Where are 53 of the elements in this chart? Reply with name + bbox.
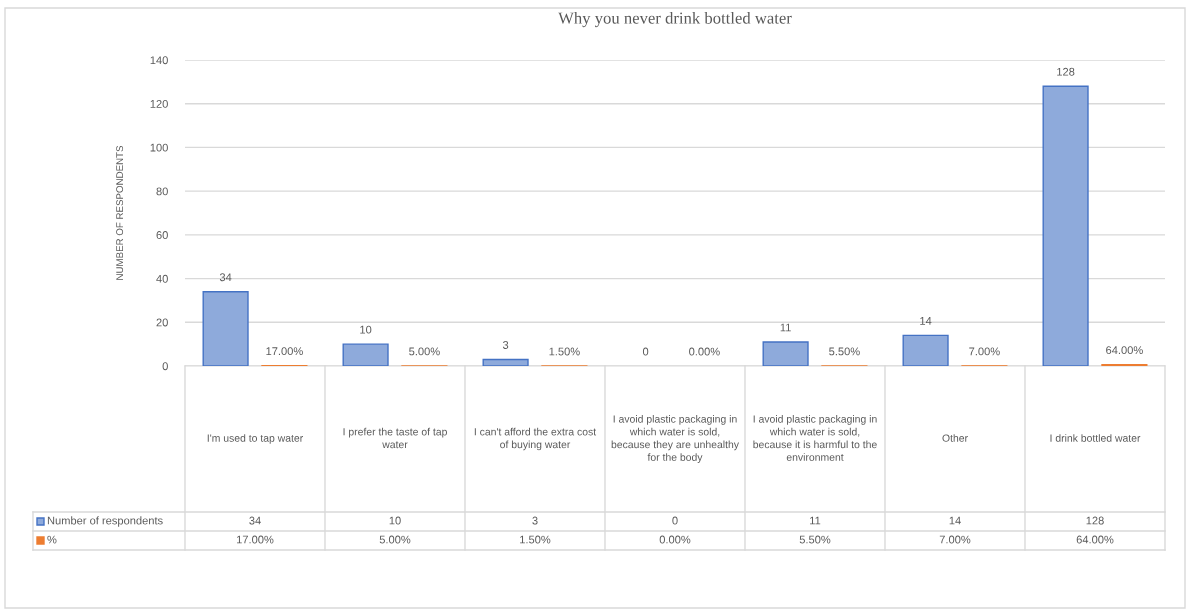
text: 10	[360, 325, 372, 334]
data-label: 17.00%	[237, 535, 274, 544]
y-tick-label: 40	[156, 274, 168, 283]
y-tick-label: 100	[150, 143, 168, 152]
x-tick-label: I avoid plastic packaging in which water is sold, because it is harmful to the environment	[753, 415, 877, 461]
text: 0	[642, 347, 649, 356]
text: 5.50%	[829, 347, 860, 356]
text: 1.50%	[549, 347, 580, 356]
data-label: 128	[1086, 516, 1104, 525]
y-tick-label: 60	[156, 231, 168, 239]
data-label: 0.00%	[659, 535, 691, 544]
bar	[902, 334, 949, 366]
text: 14	[920, 317, 932, 325]
data-label: 11	[810, 516, 821, 525]
text: 5.00%	[409, 347, 440, 356]
text: 128	[1057, 67, 1075, 76]
data-label: 3	[532, 516, 538, 525]
y-tick-label: 140	[150, 56, 168, 65]
y-axis-title: NUMBER OF RESPONDENTS	[116, 145, 124, 280]
x-tick-label: I drink bottled water	[1050, 434, 1141, 442]
bar	[1042, 85, 1089, 366]
legend-label: %	[47, 535, 57, 544]
x-tick-label: I prefer the taste of tap water	[343, 427, 447, 449]
data-label: 14	[949, 516, 961, 525]
data-label: 10	[389, 516, 401, 525]
data-label: 0	[672, 516, 678, 525]
chart-title: Why you never drink bottled water	[558, 12, 792, 28]
bar	[482, 358, 529, 366]
x-tick-label: I'm used to tap water	[207, 434, 304, 444]
text: 34	[219, 273, 232, 282]
y-tick-label: 0	[162, 362, 168, 371]
data-label: 34	[249, 516, 261, 525]
text: 0.00%	[689, 347, 720, 356]
data-label: 5.00%	[379, 535, 411, 544]
y-tick-label: 80	[156, 187, 168, 196]
text: 11	[780, 323, 791, 332]
text: 17.00%	[266, 347, 303, 356]
x-tick-label: Other	[942, 434, 968, 442]
y-tick-label: 120	[150, 99, 168, 108]
data-label: 7.00%	[939, 535, 971, 544]
x-tick-label: I can't afford the extra cost of buying water	[474, 427, 597, 451]
bar	[342, 343, 389, 366]
bar	[202, 290, 249, 366]
data-label: 64.00%	[1076, 535, 1114, 544]
data-label: 1.50%	[520, 535, 551, 544]
legend-label: Number of respondents	[47, 516, 163, 527]
text: 7.00%	[969, 347, 1000, 356]
bar	[762, 341, 809, 366]
text: 64.00%	[1106, 346, 1143, 355]
text: 3	[502, 341, 509, 349]
data-label: 5.50%	[799, 535, 831, 544]
y-tick-label: 20	[156, 318, 168, 327]
x-tick-label: I avoid plastic packaging in which water is sold, because they are unhealthy for the body	[611, 415, 739, 463]
